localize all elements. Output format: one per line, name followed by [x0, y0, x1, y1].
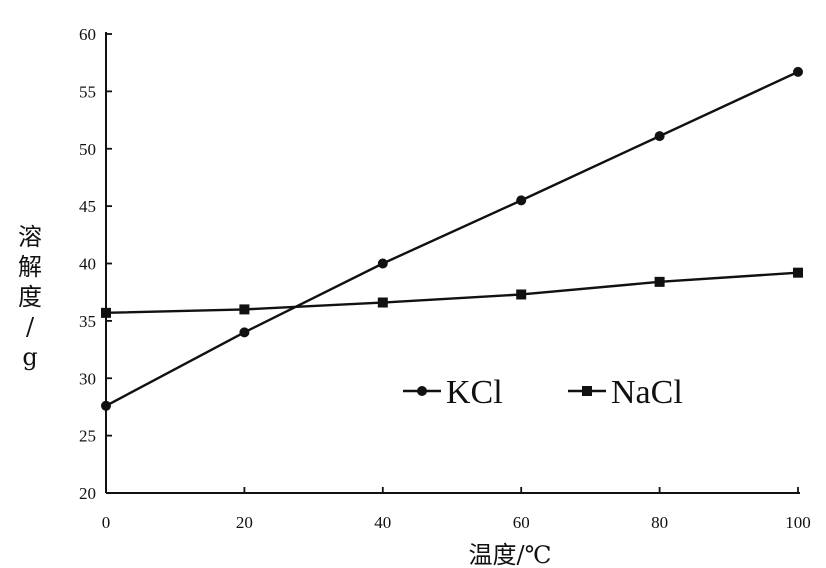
- nacl-point: [793, 267, 803, 278]
- y-tick-label: 35: [79, 312, 96, 331]
- y-axis-label-char: 解: [18, 253, 42, 281]
- x-tick-label: 20: [236, 513, 253, 532]
- y-axis-ticks: 20 25 30 35 40 45 50 55 60: [79, 25, 112, 503]
- y-tick-label: 50: [79, 140, 96, 159]
- y-axis-label-char: g: [22, 343, 37, 371]
- kcl-line: [105, 70, 799, 407]
- legend-label-kcl: KCl: [446, 374, 503, 411]
- nacl-point: [101, 307, 111, 318]
- legend-label-nacl: NaCl: [611, 374, 683, 411]
- series-nacl: [101, 267, 803, 318]
- nacl-point: [516, 289, 527, 300]
- y-tick-label: 60: [79, 25, 96, 44]
- legend-item-kcl: KCl: [403, 374, 503, 411]
- x-tick-label: 60: [513, 513, 530, 532]
- series-kcl: [101, 66, 803, 411]
- nacl-point: [239, 304, 250, 315]
- y-axis-label: 溶解度/g: [18, 223, 42, 371]
- x-axis-ticks: 0 20 40 60 80 100: [102, 487, 811, 532]
- legend-marker: [417, 386, 427, 396]
- nacl-point: [654, 276, 665, 287]
- kcl-point: [654, 131, 665, 142]
- x-tick-label: 0: [102, 513, 111, 532]
- y-tick-label: 25: [79, 427, 96, 446]
- kcl-point: [516, 195, 527, 206]
- y-tick-label: 20: [79, 484, 96, 503]
- kcl-point: [377, 258, 388, 269]
- kcl-point: [793, 66, 803, 77]
- y-tick-label: 40: [79, 255, 96, 274]
- nacl-point: [377, 297, 388, 308]
- y-tick-label: 30: [79, 369, 96, 388]
- kcl-point: [101, 400, 111, 411]
- x-tick-label: 100: [785, 513, 811, 532]
- legend-marker: [582, 386, 592, 396]
- y-tick-label: 45: [79, 197, 96, 216]
- x-tick-label: 80: [651, 513, 668, 532]
- y-axis-label-char: 度: [18, 283, 42, 311]
- legend: KCl NaCl: [403, 374, 683, 411]
- series-layer: [101, 66, 803, 411]
- legend-item-nacl: NaCl: [568, 374, 683, 411]
- x-tick-label: 40: [374, 513, 391, 532]
- kcl-point: [239, 327, 250, 338]
- x-axis-label: 温度/℃: [469, 541, 552, 568]
- y-axis-label-char: 溶: [18, 223, 42, 251]
- y-tick-label: 55: [79, 82, 96, 101]
- y-axis-label-char: /: [26, 313, 35, 341]
- nacl-line: [105, 271, 799, 315]
